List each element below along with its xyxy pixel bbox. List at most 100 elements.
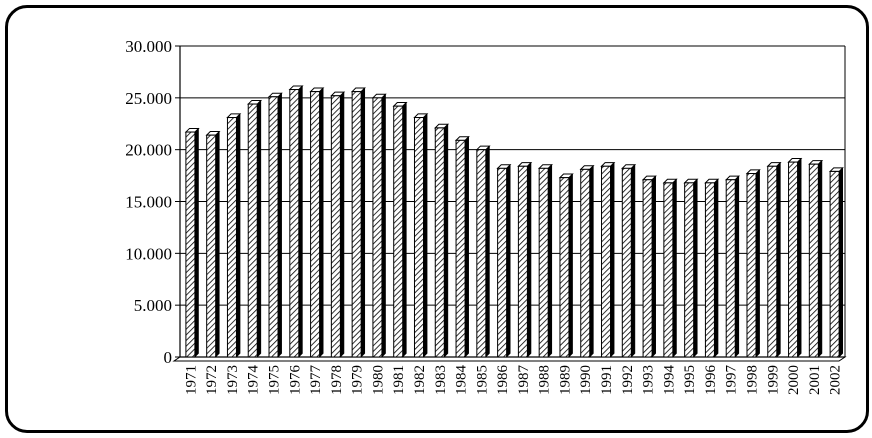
x-tick-label: 2001 (807, 365, 823, 395)
bar-1989 (558, 173, 574, 358)
bar-side (194, 127, 199, 358)
y-tick-label: 10.000 (125, 244, 172, 263)
bar-side (319, 87, 324, 358)
bar-side (298, 85, 303, 358)
bar-side (277, 92, 282, 358)
bar-side (360, 87, 366, 358)
y-tick-label: 5.000 (134, 296, 172, 315)
x-tick-label: 1993 (641, 365, 657, 395)
bar-front (746, 173, 757, 358)
x-tick-label: 2002 (828, 365, 844, 395)
bar-side (443, 123, 449, 358)
bar-front (601, 165, 612, 358)
bar-front (642, 179, 653, 358)
bar-side (589, 165, 594, 358)
y-tick-label: 30.000 (125, 37, 172, 56)
bar-front (829, 170, 840, 358)
bar-front (393, 105, 404, 358)
bar-1972 (205, 130, 221, 358)
bar-side (381, 93, 386, 358)
bar-1991 (600, 161, 616, 358)
x-tick-label: 2000 (786, 365, 802, 395)
bar-front (455, 139, 466, 358)
bar-side (755, 169, 760, 358)
bar-side (340, 91, 345, 358)
x-tick-label: 1980 (370, 365, 386, 395)
bar-1976 (288, 85, 304, 358)
bar-1977 (309, 87, 325, 358)
bar-front (684, 182, 695, 358)
x-tick-label: 1990 (578, 365, 594, 395)
bar-1996 (704, 178, 720, 358)
bar-1992 (621, 164, 637, 358)
bar-front (372, 97, 383, 358)
x-tick-label: 1974 (246, 365, 262, 396)
x-tick-label: 1998 (744, 365, 760, 395)
x-tick-label: 1989 (557, 365, 573, 395)
x-tick-label: 1978 (329, 365, 345, 395)
bar-front (476, 149, 487, 358)
bar-side (527, 161, 532, 358)
x-tick-label: 1976 (287, 365, 303, 396)
bar-side (464, 136, 469, 358)
bar-side (693, 178, 698, 358)
bar-1973 (226, 113, 242, 358)
bar-1974 (247, 99, 263, 358)
bar-side (506, 164, 511, 358)
bar-1982 (413, 113, 429, 358)
bar-1994 (662, 178, 678, 358)
bar-front (206, 134, 217, 358)
y-tick-label: 25.000 (125, 89, 172, 108)
x-tick-label: 1994 (661, 365, 677, 396)
bar-front (247, 103, 258, 358)
bar-front (788, 161, 799, 358)
bar-side (256, 99, 262, 358)
bar-1990 (579, 165, 595, 358)
bar-side (797, 157, 802, 358)
bar-1975 (267, 92, 283, 358)
bar-front (538, 167, 549, 358)
x-tick-label: 1995 (682, 365, 698, 395)
y-tick-label: 0 (164, 348, 173, 367)
bar-2001 (808, 159, 824, 358)
bar-1998 (745, 169, 761, 358)
bars (184, 85, 844, 358)
bar-front (559, 177, 570, 358)
bar-front (289, 89, 300, 358)
bar-side (672, 178, 677, 358)
bar-2002 (828, 167, 844, 358)
bar-1980 (371, 93, 387, 358)
bar-front (268, 96, 279, 358)
bar-side (734, 175, 740, 358)
bar-1995 (683, 178, 699, 358)
x-tick-label: 1981 (391, 365, 407, 395)
bar-1988 (537, 164, 553, 358)
y-tick-label: 20.000 (125, 141, 172, 160)
bar-1986 (496, 164, 512, 358)
bar-side (714, 178, 719, 358)
bar-side (485, 145, 490, 358)
bar-side (215, 130, 220, 358)
bar-side (568, 173, 573, 358)
x-tick-label: 1985 (474, 365, 490, 395)
x-tick-label: 1999 (765, 365, 781, 395)
bar-front (497, 167, 508, 358)
bar-1985 (475, 145, 491, 358)
x-tick-label: 1973 (225, 365, 241, 395)
x-tick-label: 1988 (537, 365, 553, 395)
bar-side (651, 175, 656, 358)
bar-front (517, 165, 528, 358)
y-axis-tick-labels: 0 5.000 10.000 15.000 20.000 25.000 30.000 (125, 37, 172, 367)
x-tick-label: 1979 (350, 365, 366, 395)
bar-side (630, 164, 636, 358)
x-tick-label: 1992 (620, 365, 636, 395)
bar-front (663, 182, 674, 358)
x-tick-label: 1986 (495, 365, 511, 396)
bar-1984 (454, 136, 470, 358)
bar-front (767, 165, 778, 358)
bar-front (808, 163, 819, 358)
bar-1997 (724, 175, 741, 358)
bar-front (351, 91, 362, 358)
bar-1983 (434, 123, 450, 358)
